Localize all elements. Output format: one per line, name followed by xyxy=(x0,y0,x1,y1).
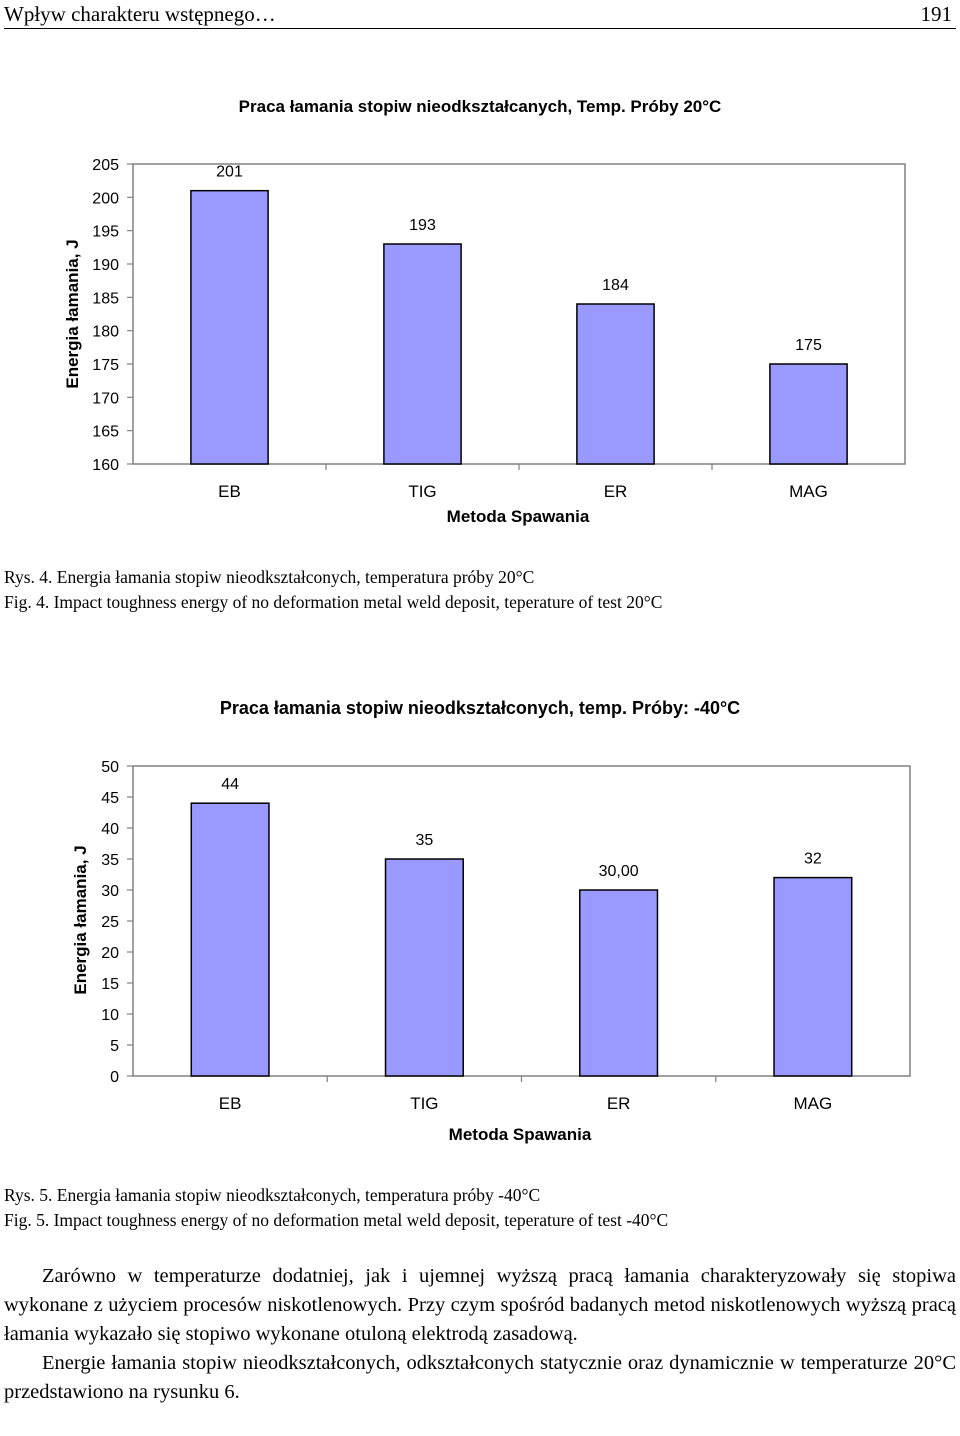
data-label-eb: 201 xyxy=(216,164,243,181)
category-label-eb: EB xyxy=(219,1094,242,1113)
data-label-mag: 32 xyxy=(804,851,822,868)
y-tick-label: 50 xyxy=(101,759,119,776)
paragraph-2: Energie łamania stopiw nieodkształconych… xyxy=(4,1352,956,1403)
bar-eb xyxy=(190,189,269,465)
page-header: Wpływ charakteru wstępnego… 191 xyxy=(4,0,956,29)
bar-tig xyxy=(384,858,464,1077)
y-tick-label: 10 xyxy=(101,1007,119,1024)
page-number: 191 xyxy=(920,2,953,26)
x-axis-label: Metoda Spawania xyxy=(447,507,590,526)
y-tick-label: 15 xyxy=(101,976,119,993)
caption-rys-5: Rys. 5. Energia łamania stopiw nieodkszt… xyxy=(4,1185,541,1205)
y-tick-label: 200 xyxy=(92,190,119,207)
chart-title: Praca łamania stopiw nieodkształcanych, … xyxy=(239,97,722,116)
y-tick-label: 165 xyxy=(92,424,119,441)
chart-fig-5: Praca łamania stopiw nieodkształconych, … xyxy=(0,690,960,1150)
caption-fig-5: Rys. 5. Energia łamania stopiw nieodkszt… xyxy=(4,1183,954,1233)
y-tick-label: 205 xyxy=(92,157,119,174)
y-tick-label: 30 xyxy=(101,883,119,900)
y-axis-label: Energia łamania, J xyxy=(63,239,82,388)
category-label-mag: MAG xyxy=(794,1094,833,1113)
plot-area: 160 165 170 175 180 185 190 195 200 205 201 EB 193 TI… xyxy=(92,157,906,501)
category-label-er: ER xyxy=(607,1094,631,1113)
paragraph-1: Zarówno w temperaturze dodatniej, jak i … xyxy=(4,1265,956,1345)
plot-area: 0 5 10 15 20 25 30 35 40 45 50 44 EB 35 TIG 30,00 ER 32 MA… xyxy=(101,759,911,1113)
chart-title: Praca łamania stopiw nieodkształconych, … xyxy=(220,698,740,718)
caption-fig-5-en: Fig. 5. Impact toughness energy of no de… xyxy=(4,1210,669,1230)
data-label-er: 184 xyxy=(602,277,629,294)
bar-eb xyxy=(190,802,270,1077)
y-tick-label: 25 xyxy=(101,914,119,931)
y-tick-label: 180 xyxy=(92,324,119,341)
y-tick-label: 35 xyxy=(101,852,119,869)
bar-chart-20c: Praca łamania stopiw nieodkształcanych, … xyxy=(63,97,906,526)
x-axis-label: Metoda Spawania xyxy=(449,1125,592,1144)
caption-fig-4: Rys. 4. Energia łamania stopiw nieodkszt… xyxy=(4,565,954,615)
caption-rys-4: Rys. 4. Energia łamania stopiw nieodkszt… xyxy=(4,567,535,587)
chart-fig-4: Praca łamania stopiw nieodkształcanych, … xyxy=(0,90,960,540)
category-label-mag: MAG xyxy=(789,482,828,501)
y-tick-label: 5 xyxy=(110,1038,119,1055)
y-tick-label: 0 xyxy=(110,1069,119,1086)
y-axis-label: Energia łamania, J xyxy=(71,845,90,994)
category-label-tig: TIG xyxy=(408,482,436,501)
data-label-eb: 44 xyxy=(221,776,239,793)
y-tick-label: 20 xyxy=(101,945,119,962)
body-text: Zarówno w temperaturze dodatniej, jak i … xyxy=(4,1262,956,1407)
y-tick-label: 190 xyxy=(92,257,119,274)
y-tick-label: 40 xyxy=(101,821,119,838)
category-label-tig: TIG xyxy=(410,1094,438,1113)
bar-mag xyxy=(769,363,848,465)
data-label-tig: 193 xyxy=(409,217,436,234)
y-tick-label: 45 xyxy=(101,790,119,807)
data-label-er: 30,00 xyxy=(599,863,639,880)
data-label-tig: 35 xyxy=(415,832,433,849)
y-tick-label: 160 xyxy=(92,457,119,474)
bar-tig xyxy=(383,243,462,465)
bar-chart-minus-40c: Praca łamania stopiw nieodkształconych, … xyxy=(71,698,911,1144)
running-title: Wpływ charakteru wstępnego… xyxy=(4,2,276,26)
y-tick-label: 175 xyxy=(92,357,119,374)
y-tick-label: 170 xyxy=(92,390,119,407)
caption-fig-4-en: Fig. 4. Impact toughness energy of no de… xyxy=(4,592,663,612)
category-label-er: ER xyxy=(604,482,628,501)
y-tick-label: 195 xyxy=(92,224,119,241)
data-label-mag: 175 xyxy=(795,337,822,354)
bar-mag xyxy=(773,876,853,1077)
bar-er xyxy=(576,303,655,465)
category-label-eb: EB xyxy=(218,482,241,501)
bar-er xyxy=(579,889,659,1077)
y-tick-label: 185 xyxy=(92,290,119,307)
